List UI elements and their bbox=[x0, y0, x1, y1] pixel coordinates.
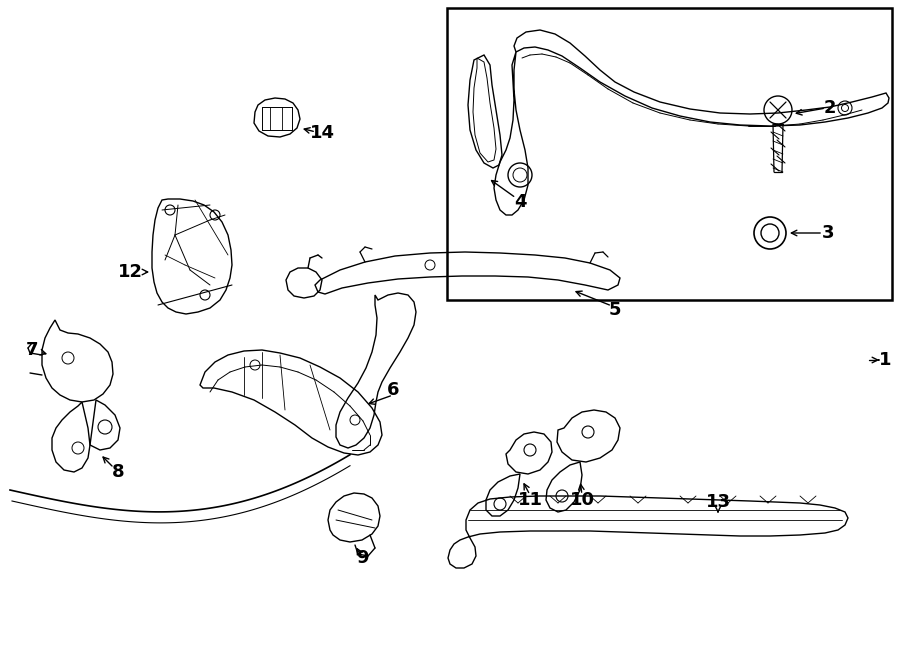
Text: 2: 2 bbox=[824, 99, 836, 117]
Text: 10: 10 bbox=[570, 491, 595, 509]
Text: 11: 11 bbox=[518, 491, 543, 509]
Text: 8: 8 bbox=[112, 463, 124, 481]
Text: 13: 13 bbox=[706, 493, 731, 511]
Text: 1: 1 bbox=[878, 351, 891, 369]
Text: 12: 12 bbox=[118, 263, 142, 281]
Text: 4: 4 bbox=[514, 193, 526, 211]
Bar bbox=[447, 8, 892, 300]
Text: 9: 9 bbox=[356, 549, 368, 567]
Text: 3: 3 bbox=[822, 224, 834, 242]
Text: 14: 14 bbox=[310, 124, 335, 142]
Text: 5: 5 bbox=[608, 301, 621, 319]
Text: 7: 7 bbox=[26, 341, 38, 359]
Text: 6: 6 bbox=[387, 381, 400, 399]
